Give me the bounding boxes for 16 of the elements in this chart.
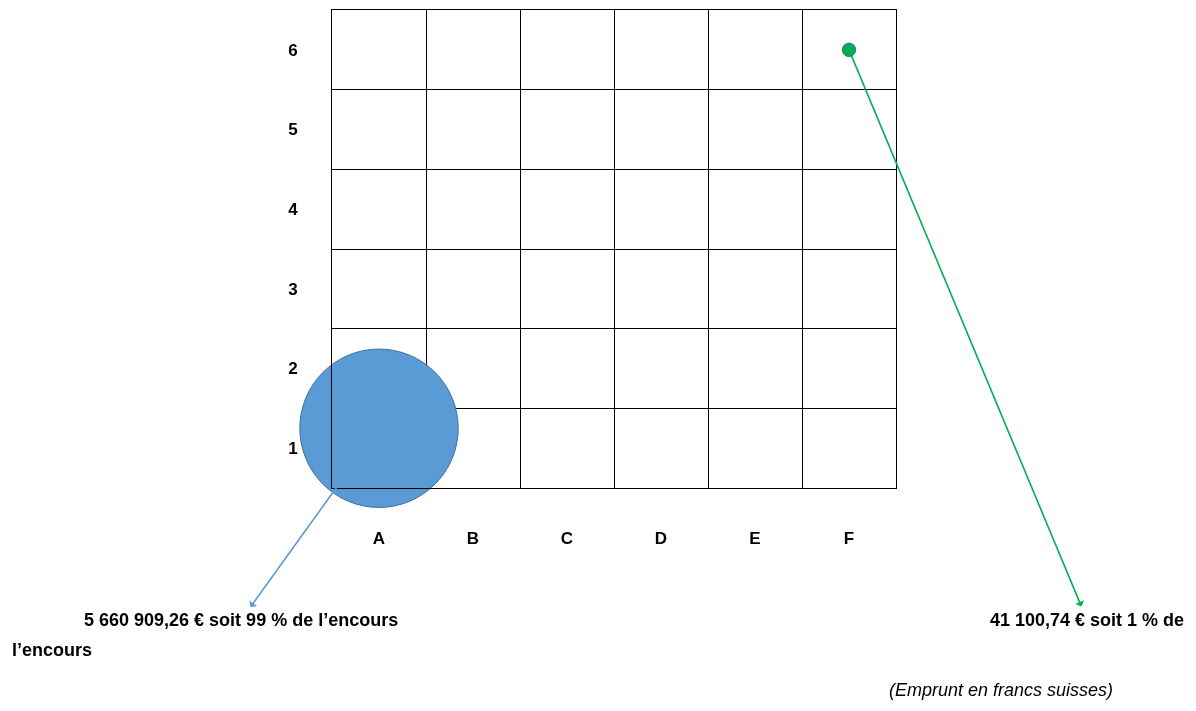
y-tick-label: 4: [288, 200, 299, 220]
text: l’encours: [12, 640, 93, 660]
x-tick-label: A: [372, 529, 386, 549]
x-tick-label: B: [466, 529, 480, 549]
annotation: 41 100,74 € soit 1 % de: [990, 610, 1185, 630]
text: (Emprunt en francs suisses): [889, 680, 1114, 700]
y-tick-label: 2: [288, 359, 298, 379]
x-tick-label: D: [654, 529, 668, 549]
annotation: 5 660 909,26 € soit 99 % de l’encours: [84, 610, 399, 630]
y-tick-label: 6: [288, 40, 298, 60]
y-tick-label: 3: [288, 279, 298, 299]
y-tick-label: 1: [288, 439, 298, 459]
x-tick-label: E: [749, 529, 761, 549]
x-tick-label: C: [560, 529, 574, 549]
x-tick-label: F: [843, 529, 855, 549]
y-tick-label: 5: [288, 120, 298, 140]
